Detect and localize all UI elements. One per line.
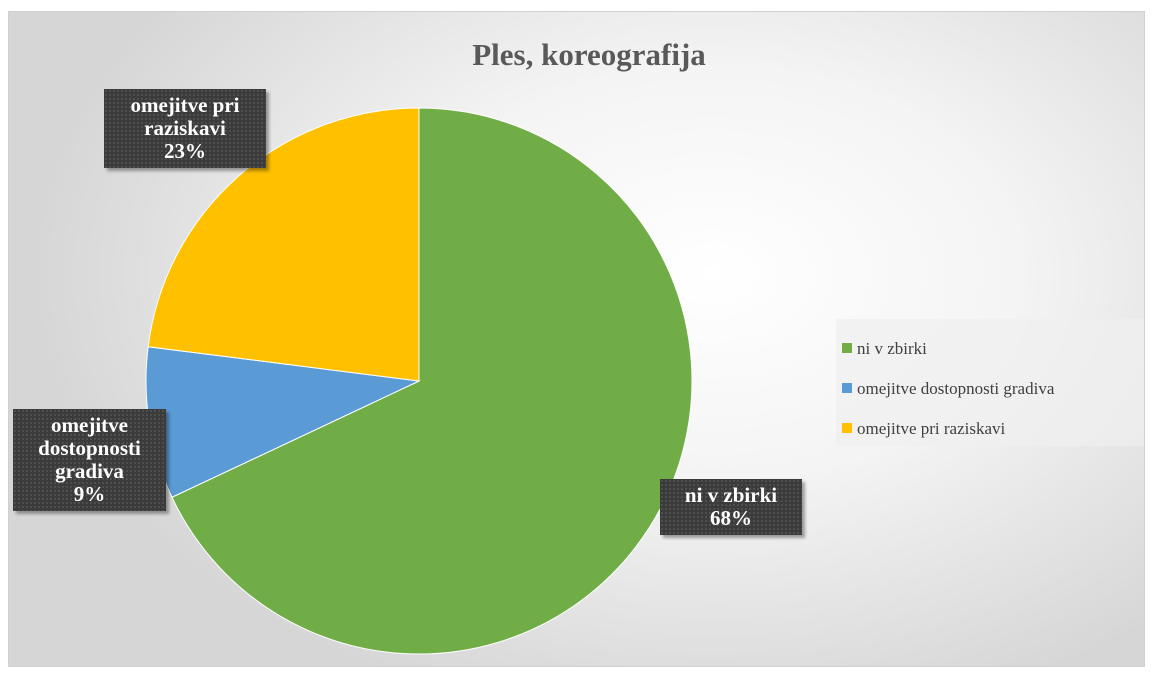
data-label-value: 23% bbox=[164, 139, 206, 163]
legend-label: omejitve dostopnosti gradiva bbox=[857, 379, 1055, 398]
data-label-name: omejitve dostopnosti gradiva bbox=[38, 413, 141, 483]
legend-item: ni v zbirki bbox=[842, 339, 927, 359]
chart-area: Ples, koreografija ni v zbirki omejitve d… bbox=[8, 11, 1145, 667]
legend-item: omejitve pri raziskavi bbox=[842, 419, 1005, 439]
data-label-value: 68% bbox=[710, 506, 752, 530]
chart: Ples, koreografija bbox=[145, 37, 706, 655]
legend-swatch bbox=[842, 383, 852, 393]
data-label-name: omejitve pri raziskavi bbox=[130, 93, 240, 140]
data-label: ni v zbirki 68% bbox=[660, 479, 802, 535]
data-label: omejitve dostopnosti gradiva 9% bbox=[13, 409, 166, 511]
legend-item: omejitve dostopnosti gradiva bbox=[842, 379, 1054, 399]
data-label: omejitve pri raziskavi 23% bbox=[104, 89, 266, 168]
data-label-name: ni v zbirki bbox=[684, 483, 778, 507]
pie-slice bbox=[171, 107, 693, 655]
legend-label: omejitve pri raziskavi bbox=[857, 419, 1006, 438]
data-label-value: 9% bbox=[73, 482, 106, 506]
chart-title: Ples, koreografija bbox=[472, 37, 706, 72]
legend-swatch bbox=[842, 343, 852, 353]
legend: ni v zbirki omejitve dostopnosti gradiva o… bbox=[836, 319, 1144, 446]
legend-swatch bbox=[842, 423, 852, 433]
pie-slice bbox=[147, 107, 420, 382]
legend-label: ni v zbirki bbox=[857, 339, 927, 358]
